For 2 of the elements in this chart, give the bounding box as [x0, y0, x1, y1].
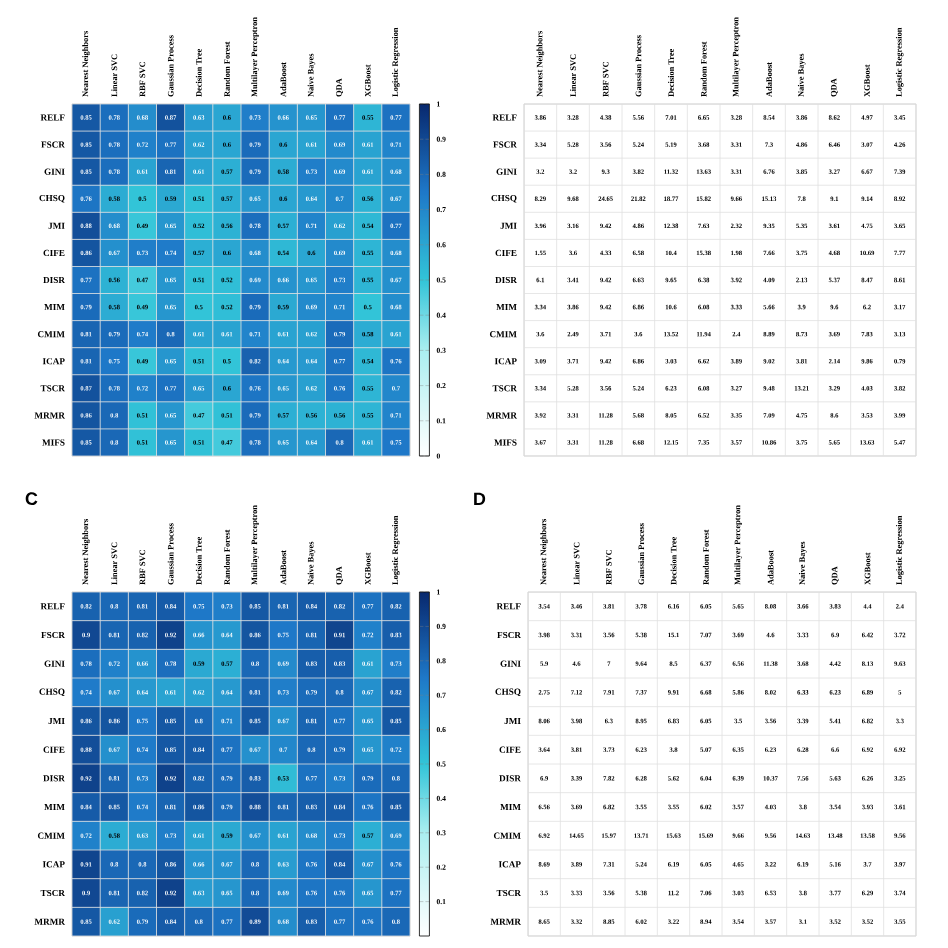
- chart-title: D: [474, 492, 486, 505]
- chart-title: C: [25, 492, 38, 506]
